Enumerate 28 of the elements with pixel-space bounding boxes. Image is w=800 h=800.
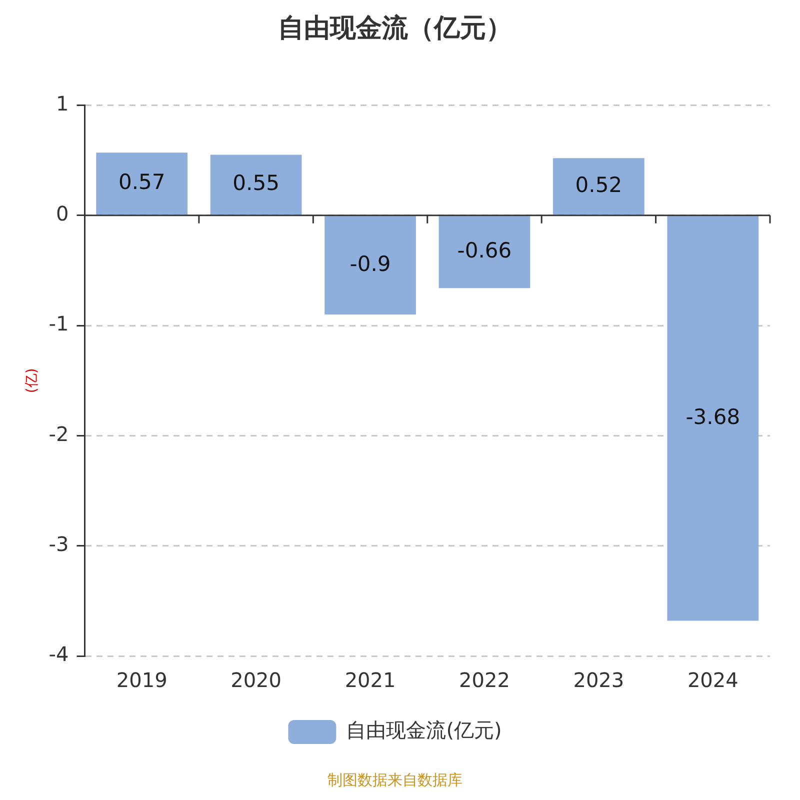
y-tick-label: -1: [48, 312, 69, 336]
y-tick-label: -3: [48, 532, 69, 556]
bar: [438, 216, 530, 288]
x-tick-label: 2021: [344, 668, 396, 692]
x-tick-label: 2023: [573, 668, 624, 692]
x-tick-label: 2019: [116, 668, 168, 692]
chart-title: 自由现金流（亿元）: [278, 13, 512, 44]
data-label: -3.68: [686, 404, 740, 429]
x-tick-label: 2024: [687, 668, 738, 692]
data-label: 0.57: [118, 170, 166, 194]
y-tick-label: 0: [56, 202, 69, 226]
legend-label: 自由现金流(亿元): [346, 718, 502, 742]
bar: [324, 216, 416, 315]
y-tick-label: -2: [48, 422, 69, 446]
bar: [96, 152, 188, 215]
data-label: -0.9: [350, 252, 391, 276]
x-tick-label: 2020: [230, 668, 282, 692]
y-tick-label: 1: [56, 91, 69, 116]
bar: [553, 158, 644, 215]
data-label: 0.52: [575, 172, 622, 197]
bar: [667, 216, 759, 621]
text: 制图数据来自数据库: [328, 770, 462, 789]
data-label: 0.55: [232, 171, 280, 196]
data-label: -0.66: [457, 238, 512, 263]
y-tick-label: -4: [48, 642, 69, 666]
bar: [210, 154, 302, 215]
y-axis-title: (亿): [24, 368, 40, 394]
x-tick-label: 2022: [459, 668, 510, 692]
